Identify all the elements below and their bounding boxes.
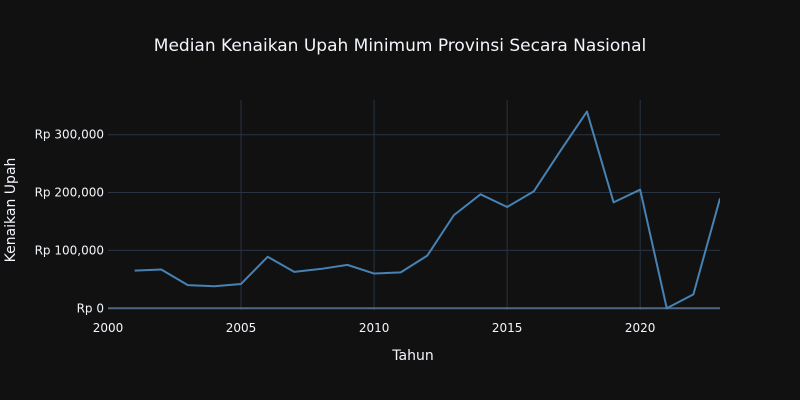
chart-title: Median Kenaikan Upah Minimum Provinsi Se… [154,36,646,56]
y-tick-label: Rp 200,000 [35,186,104,200]
x-tick-label: 2020 [625,321,656,335]
tick-labels: 2000 2005 2010 2015 2020 Rp 0 Rp 100,000 Rp 200… [35,128,656,335]
x-tick-label: 2015 [492,321,523,335]
series-layer [134,110,720,310]
series-line [134,110,720,310]
y-axis-title: Kenaikan Upah [3,158,19,263]
grid-lines [108,100,720,310]
x-tick-label: 2000 [93,321,124,335]
y-tick-label: Rp 100,000 [35,243,104,257]
x-tick-label: 2005 [226,321,257,335]
x-axis-title: Tahun [391,348,433,364]
x-tick-label: 2010 [359,321,390,335]
y-tick-label: Rp 0 [77,301,104,315]
y-tick-label: Rp 300,000 [35,128,104,142]
